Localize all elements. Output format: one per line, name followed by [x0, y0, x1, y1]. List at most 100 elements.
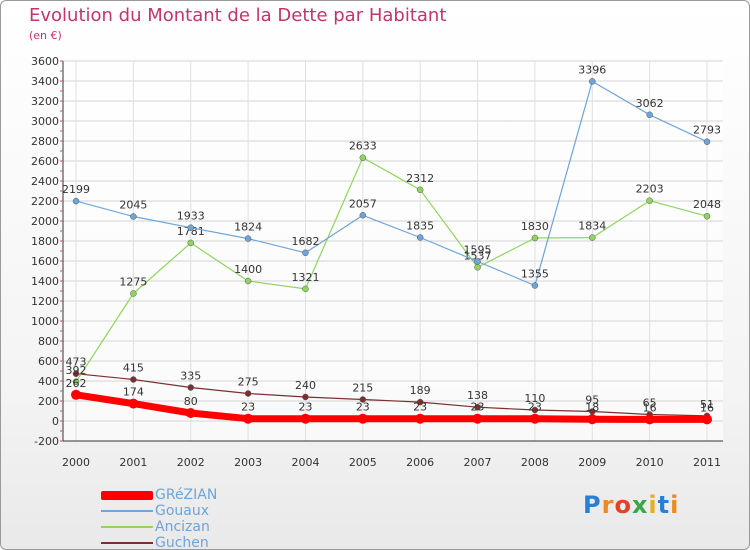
- series-line-grézian: [72, 391, 711, 423]
- logo-letter: i: [670, 491, 680, 519]
- data-label: 473: [66, 356, 87, 369]
- data-label: 189: [410, 384, 431, 397]
- data-label: 2203: [636, 183, 664, 196]
- data-label: 65: [643, 397, 657, 410]
- y-tick-label: 2600: [31, 155, 59, 168]
- y-tick-label: 3600: [31, 55, 59, 68]
- x-tick-label: 2009: [578, 456, 606, 469]
- y-tick-label: 1200: [31, 295, 59, 308]
- data-point: [71, 389, 81, 400]
- data-label: 138: [467, 389, 488, 402]
- data-point: [415, 413, 426, 424]
- x-tick-label: 2003: [234, 456, 262, 469]
- data-label: 1400: [234, 263, 262, 276]
- data-point: [702, 414, 712, 425]
- x-tick-label: 2000: [62, 456, 90, 469]
- data-point: [416, 186, 424, 194]
- data-label: 51: [700, 398, 714, 411]
- data-point: [474, 403, 481, 411]
- data-label: 1835: [406, 220, 434, 233]
- data-label: 23: [471, 401, 485, 414]
- logo-letter: r: [601, 491, 615, 519]
- data-point: [244, 235, 252, 242]
- data-label: 2633: [349, 140, 377, 153]
- data-point: [187, 224, 194, 231]
- legend-item: Ancizan: [101, 519, 217, 535]
- x-tick-label: 2007: [464, 456, 492, 469]
- data-label: 1355: [521, 268, 549, 281]
- data-point: [646, 197, 653, 204]
- data-point: [474, 258, 481, 265]
- data-point: [531, 406, 539, 414]
- y-tick-label: 600: [38, 355, 59, 368]
- chart-subtitle: (en €): [29, 29, 62, 42]
- legend-label-grezian: GRéZIAN: [155, 487, 218, 503]
- y-tick-label: 800: [38, 335, 59, 348]
- data-point: [359, 212, 367, 219]
- data-label: 2057: [349, 197, 377, 210]
- data-label: 335: [180, 370, 201, 383]
- data-point: [187, 239, 194, 247]
- y-tick-label: 3000: [31, 115, 59, 128]
- legend-item: Gouaux: [101, 503, 217, 519]
- data-point: [357, 413, 368, 424]
- data-label: 80: [184, 395, 198, 408]
- data-label: 275: [238, 376, 259, 389]
- data-label: 23: [528, 401, 542, 414]
- data-point: [72, 378, 80, 386]
- y-tick-label: 0: [52, 415, 59, 428]
- data-label: 1830: [521, 220, 549, 233]
- data-point: [416, 398, 424, 406]
- data-point: [128, 398, 139, 409]
- proxiti-logo: Proxiti: [583, 491, 679, 519]
- x-tick-label: 2010: [636, 456, 664, 469]
- legend-swatch-gouaux: [101, 510, 153, 512]
- logo-letter: o: [614, 491, 632, 519]
- data-label: 23: [413, 401, 427, 414]
- y-tick-label: 3200: [31, 95, 59, 108]
- x-tick-label: 2008: [521, 456, 549, 469]
- data-label: 1275: [119, 276, 147, 289]
- x-tick-label: 2005: [349, 456, 377, 469]
- legend-label-gouaux: Gouaux: [155, 503, 210, 519]
- x-tick-label: 2001: [119, 456, 147, 469]
- logo-letter: t: [657, 491, 671, 519]
- data-point: [703, 138, 711, 145]
- data-label: 262: [66, 377, 87, 390]
- y-tick-label: 2800: [31, 135, 59, 148]
- x-tick-label: 2004: [291, 456, 319, 469]
- legend-item: Guchen: [101, 535, 217, 550]
- data-point: [474, 264, 481, 271]
- data-point: [302, 285, 309, 293]
- data-label: 1682: [291, 235, 319, 248]
- legend-swatch-grezian: [101, 490, 153, 500]
- data-point: [130, 290, 137, 297]
- x-tick-label: 2011: [693, 456, 721, 469]
- data-label: 2045: [119, 199, 147, 212]
- data-point: [72, 197, 80, 205]
- data-point: [72, 370, 80, 377]
- data-label: 2048: [693, 198, 721, 211]
- data-point: [187, 384, 194, 391]
- data-point: [302, 393, 309, 401]
- y-tick-label: 1800: [31, 235, 59, 248]
- data-label: 23: [356, 401, 370, 414]
- data-point: [359, 154, 367, 161]
- data-point: [243, 413, 254, 424]
- x-tick-label: 2002: [177, 456, 205, 469]
- data-point: [646, 111, 653, 119]
- legend-label-guchen: Guchen: [155, 535, 209, 550]
- y-tick-label: 1000: [31, 315, 59, 328]
- data-point: [529, 413, 540, 424]
- data-point: [703, 212, 711, 220]
- data-label: 2199: [62, 183, 90, 196]
- x-tick-label: 2006: [406, 456, 434, 469]
- legend: GRéZIAN Gouaux Ancizan Guchen: [101, 487, 218, 550]
- data-label: 16: [643, 401, 657, 414]
- data-point: [589, 234, 596, 241]
- data-label: 2793: [693, 124, 721, 137]
- data-label: 16: [700, 401, 714, 414]
- data-point: [185, 408, 196, 418]
